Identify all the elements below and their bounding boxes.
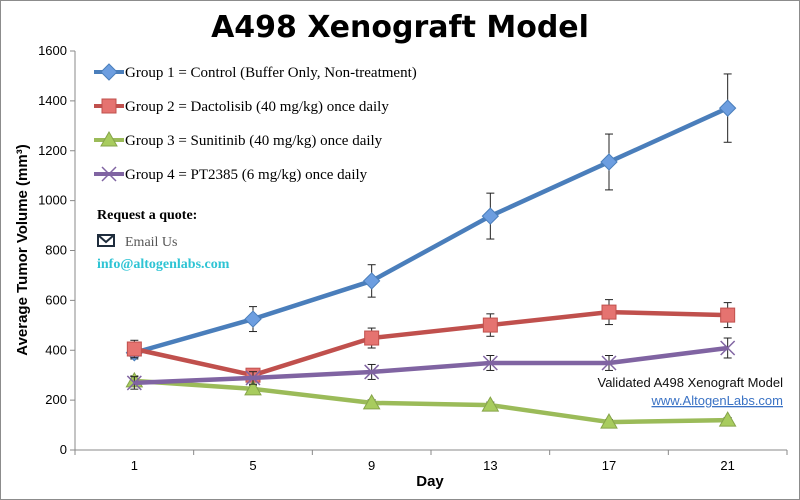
legend-marker [100, 130, 118, 147]
data-point [718, 99, 737, 117]
marker-stroke [601, 355, 617, 371]
data-point [245, 370, 261, 386]
data-point [718, 411, 737, 427]
envelope-icon [97, 234, 115, 247]
series-line [133, 309, 728, 378]
legend-marker [100, 63, 118, 81]
data-point [364, 364, 380, 380]
data-point [720, 340, 736, 356]
x-tick-label: 9 [368, 458, 375, 473]
data-point [482, 355, 498, 371]
data-point [364, 330, 380, 346]
marker-stroke [482, 355, 498, 371]
x-tick-label: 1 [131, 458, 138, 473]
series-line [134, 345, 728, 386]
quote-heading: Request a quote: [97, 208, 197, 223]
y-tick-label: 200 [45, 392, 67, 407]
data-point [720, 307, 736, 323]
y-tick-label: 1000 [38, 193, 67, 208]
legend-marker [101, 98, 117, 114]
x-tick-label: 21 [720, 458, 734, 473]
legend-entry-4: Group 4 = PT2385 (6 mg/kg) once daily [94, 166, 368, 183]
series-group-2 [126, 299, 736, 383]
data-point [481, 207, 500, 225]
marker-stroke [245, 370, 261, 386]
y-tick-label: 800 [45, 243, 67, 258]
legend-entry-3: Group 3 = Sunitinib (40 mg/kg) once dail… [94, 130, 383, 149]
y-tick-label: 0 [60, 442, 67, 457]
x-tick-label: 17 [602, 458, 616, 473]
y-tick-label: 1600 [38, 43, 67, 58]
series-line [133, 106, 729, 355]
legend-entry-1: Group 1 = Control (Buffer Only, Non-trea… [94, 63, 417, 81]
data-point [600, 413, 618, 429]
series-line [134, 378, 728, 425]
data-point [126, 375, 142, 391]
data-point [362, 393, 381, 410]
data-point [244, 310, 262, 328]
y-tick-label: 400 [45, 342, 67, 357]
marker-stroke [126, 375, 142, 391]
data-point [601, 355, 617, 371]
website-link[interactable]: www.AltogenLabs.com [650, 393, 783, 408]
y-axis-label: Average Tumor Volume (mm³) [14, 144, 31, 355]
x-tick-label: 5 [249, 458, 256, 473]
chart-title: A498 Xenograft Model [211, 10, 589, 45]
email-us-link[interactable]: Email Us [125, 235, 178, 250]
legend-entry-2: Group 2 = Dactolisib (40 mg/kg) once dai… [94, 98, 389, 115]
marker-stroke [720, 340, 736, 356]
y-tick-label: 1200 [38, 143, 67, 158]
marker-stroke [364, 364, 380, 380]
y-tick-label: 600 [45, 292, 67, 307]
series-group-1 [125, 73, 737, 362]
y-tick-label: 1400 [38, 93, 67, 108]
data-point [600, 153, 618, 171]
legend-label: Group 4 = PT2385 (6 mg/kg) once daily [125, 167, 368, 183]
watermark-text: Validated A498 Xenograft Model [597, 375, 783, 390]
legend-label: Group 3 = Sunitinib (40 mg/kg) once dail… [125, 133, 383, 149]
marker-stroke [101, 166, 117, 182]
x-tick-label: 13 [483, 458, 497, 473]
data-point [481, 396, 500, 412]
legend-label: Group 2 = Dactolisib (40 mg/kg) once dai… [125, 99, 389, 115]
data-point [244, 379, 262, 396]
x-axis-label: Day [416, 473, 444, 490]
legend-marker [101, 166, 117, 182]
data-point [601, 304, 617, 320]
email-address[interactable]: info@altogenlabs.com [97, 257, 230, 272]
legend-label: Group 1 = Control (Buffer Only, Non-trea… [125, 65, 417, 81]
series-group-4 [126, 337, 736, 391]
data-point [482, 317, 498, 333]
data-point [362, 272, 381, 290]
data-point [126, 341, 142, 357]
